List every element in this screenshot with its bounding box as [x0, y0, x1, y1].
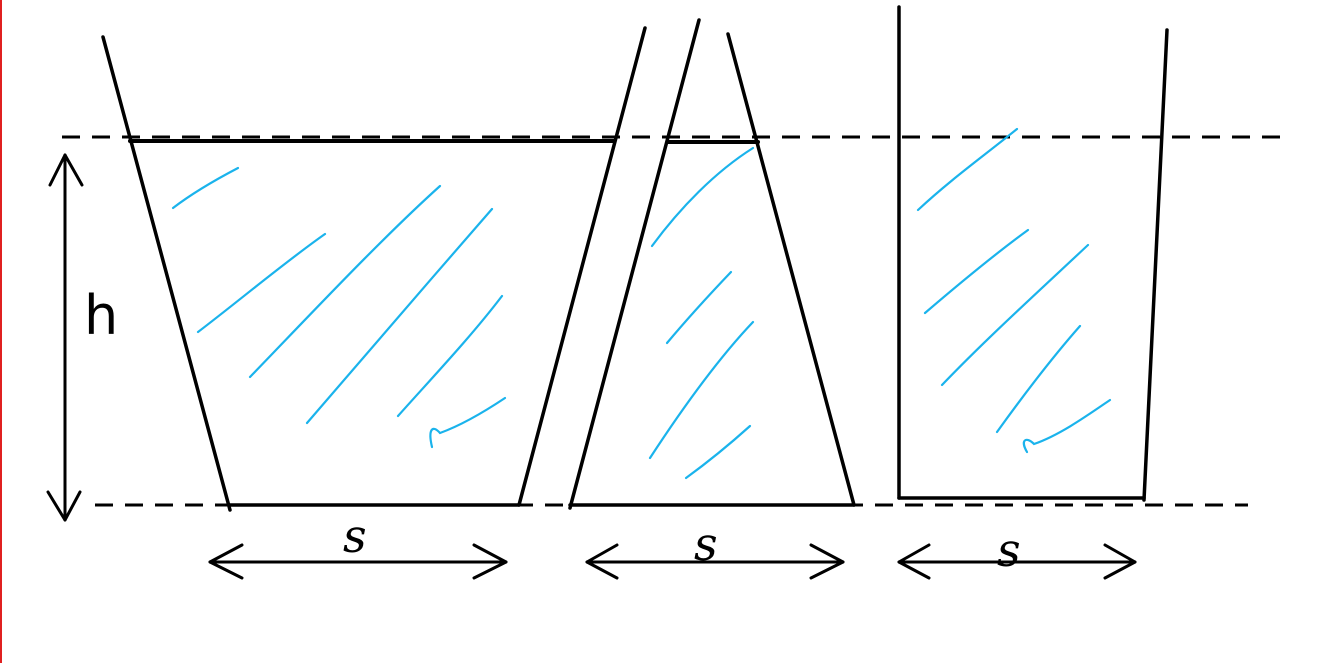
height-arrow [46, 153, 84, 522]
left-edge-line [0, 0, 2, 663]
base-label-1: s [343, 509, 367, 563]
water-strokes-vessel-2 [648, 146, 755, 480]
vessel-straight [897, 5, 1169, 502]
water-strokes-vessel-3 [916, 127, 1112, 454]
vessel-narrow-top [568, 18, 856, 510]
water-strokes-vessel-1 [171, 166, 507, 449]
height-label: h [84, 284, 118, 347]
base-arrow-3 [897, 543, 1137, 580]
base-label-3: s [997, 523, 1021, 577]
vessel-wide-top [101, 26, 647, 512]
base-arrow-2 [585, 543, 845, 580]
base-arrow-1 [208, 543, 508, 580]
base-label-2: s [694, 517, 718, 571]
